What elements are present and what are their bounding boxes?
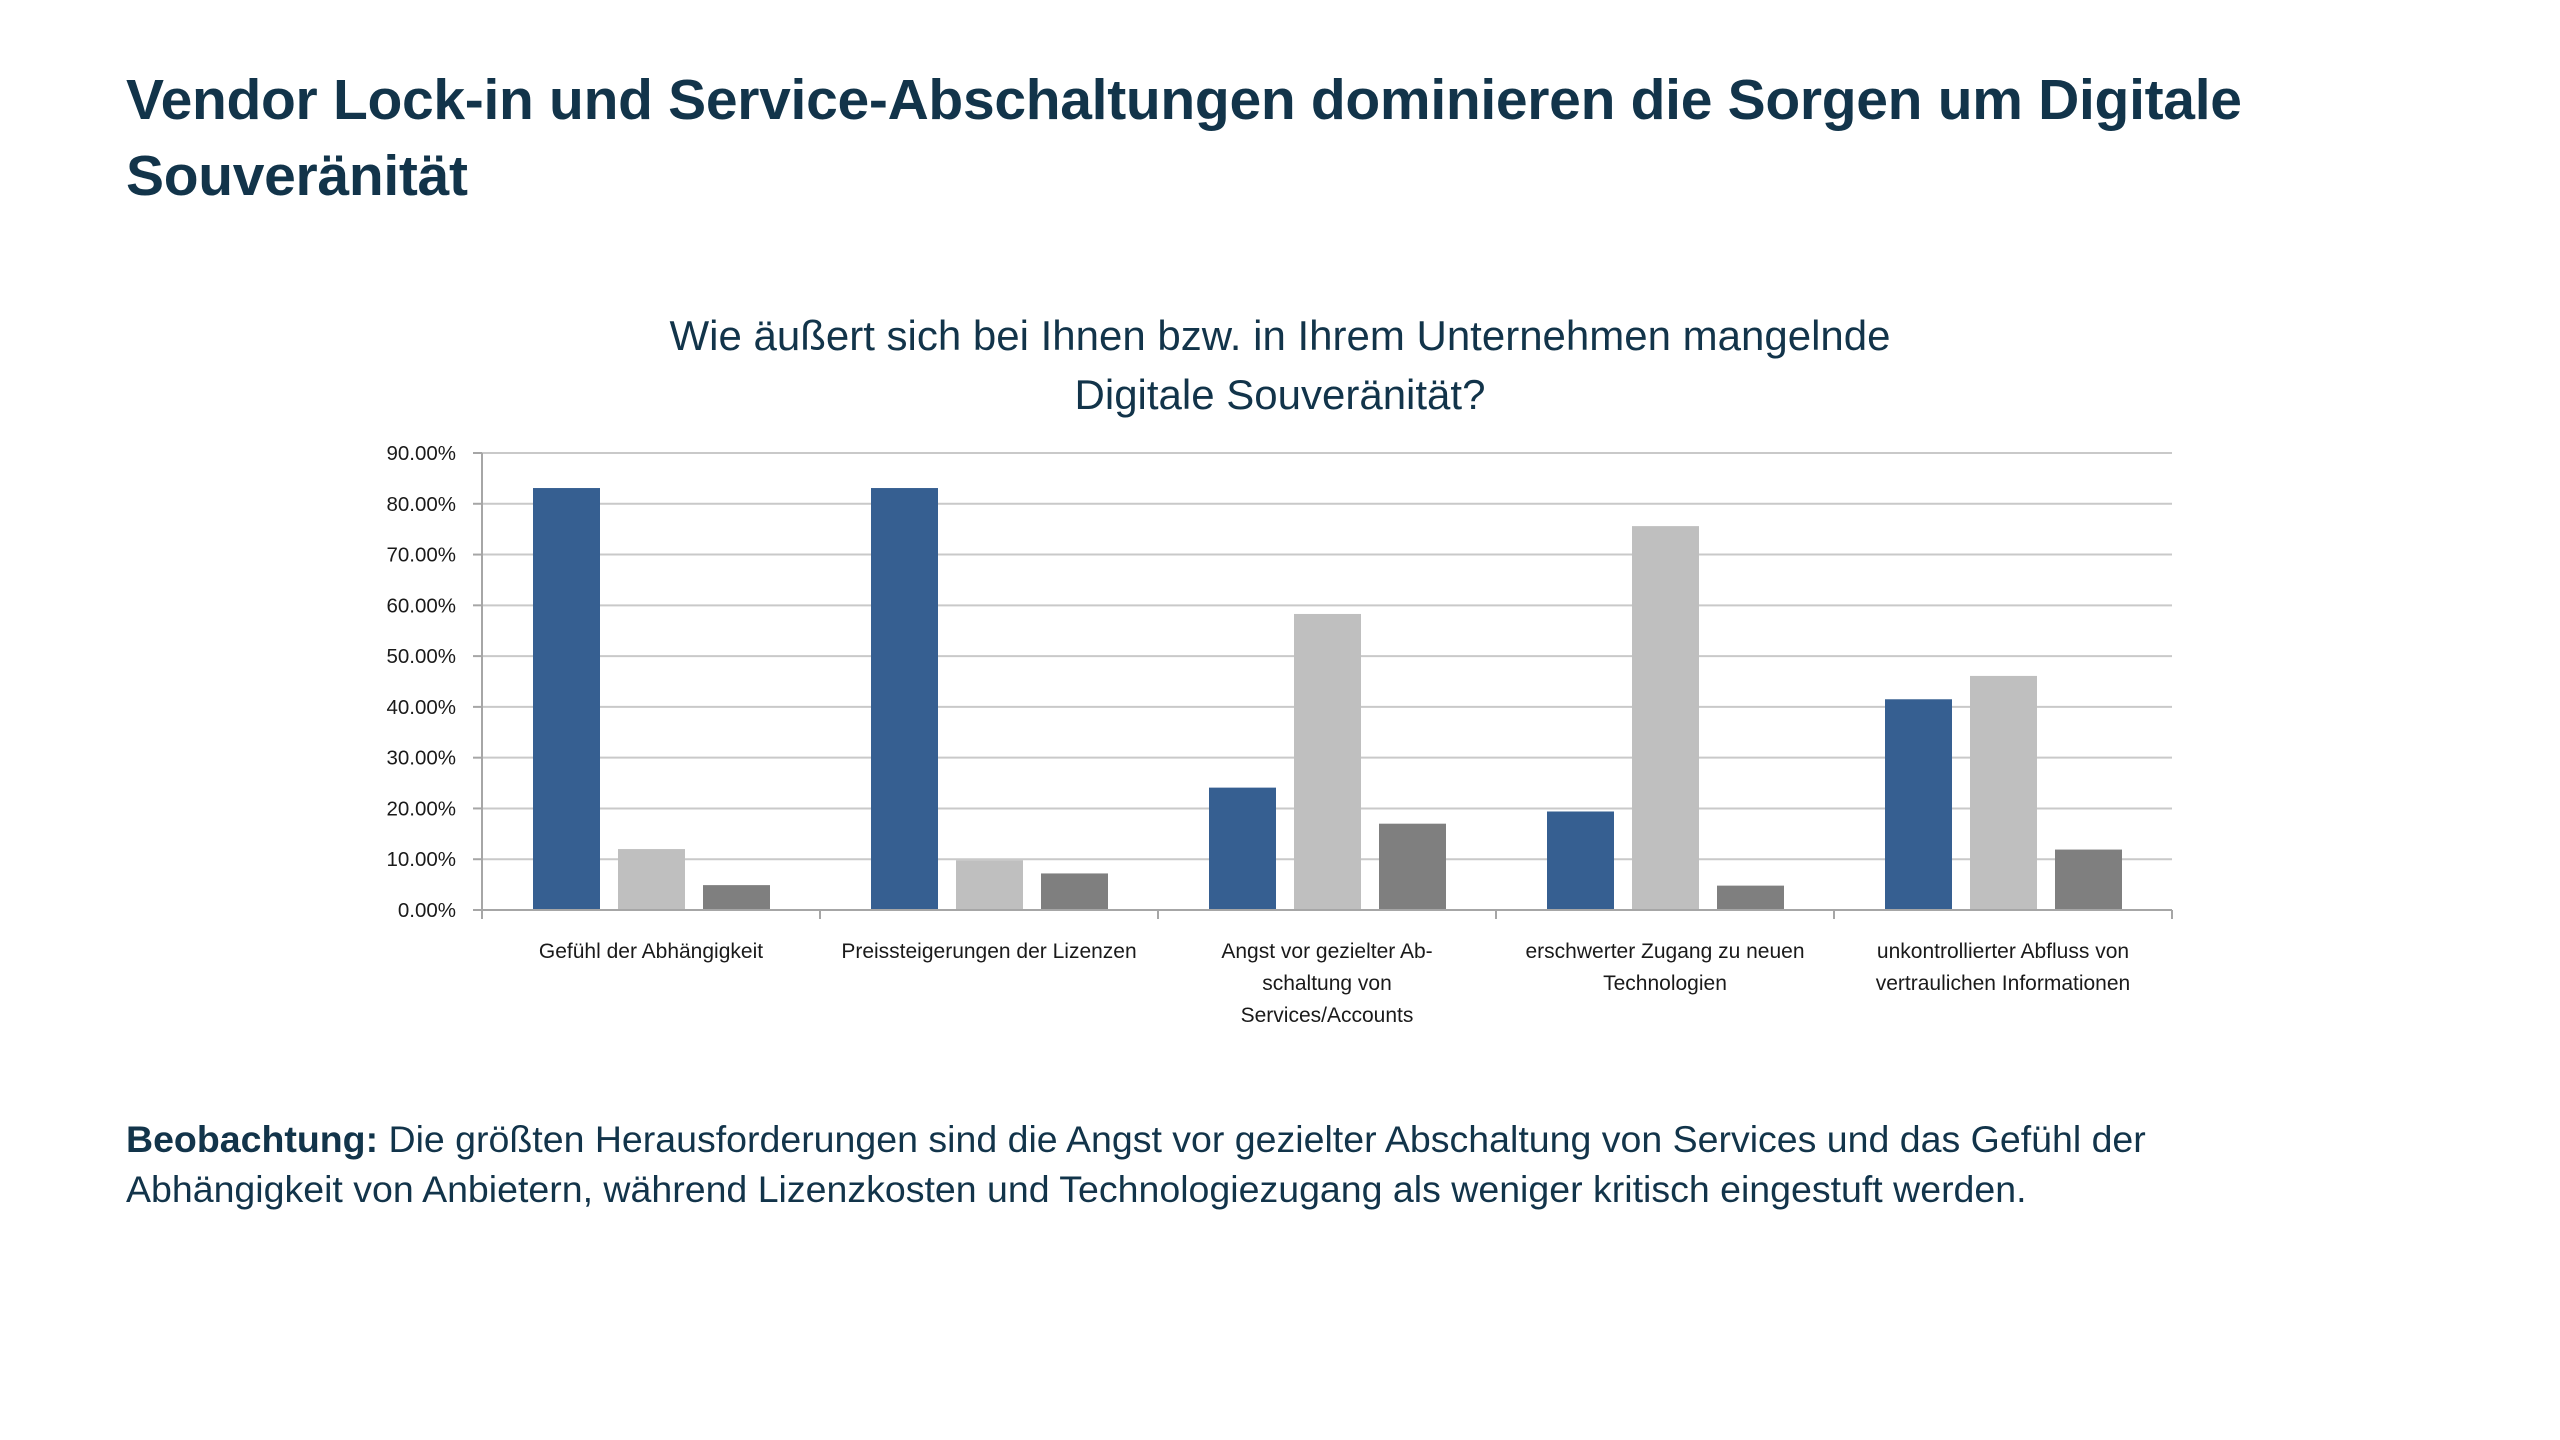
y-tick-label: 10.00% — [386, 848, 456, 871]
y-tick-label: 70.00% — [386, 544, 456, 567]
bar — [1294, 613, 1361, 910]
page-title: Vendor Lock-in und Service-Abschaltungen… — [126, 68, 2242, 208]
bar — [1885, 699, 1952, 910]
observation: Beobachtung: Die größten Herausforderung… — [126, 1114, 2276, 1214]
observation-text: Die größten Herausforderungen sind die A… — [126, 1118, 2146, 1210]
bar — [1717, 885, 1784, 910]
y-axis-labels: 0.00% 10.00% 20.00% 30.00% 40.00% 50.00% 60.00… — [386, 442, 456, 922]
axes — [473, 452, 2173, 919]
chart-title: Wie äußert sich bei Ihnen bzw. in Ihrem … — [560, 306, 2000, 424]
x-tick-label: erschwerter Zugang zu neuen Technologien — [1526, 940, 1805, 995]
bar — [618, 849, 685, 910]
bar — [2055, 849, 2122, 910]
x-tick-label-line: Gefühl der Abhängigkeit — [539, 940, 763, 963]
x-tick-label-line: Angst vor gezielter Ab- — [1221, 940, 1432, 963]
y-tick-label: 50.00% — [386, 645, 456, 668]
y-tick-label: 40.00% — [386, 696, 456, 719]
x-tick-label-line: Services/Accounts — [1241, 1004, 1414, 1027]
x-tick-label-line: vertraulichen Informationen — [1876, 972, 2130, 995]
x-axis-labels: Gefühl der Abhängigkeit Preissteigerungen… — [539, 940, 2130, 1027]
y-tick-label: 90.00% — [386, 442, 456, 465]
y-tick-label: 20.00% — [386, 797, 456, 820]
bar — [533, 488, 600, 910]
x-tick-label: Angst vor gezielter Ab-schaltung von Serv… — [1221, 940, 1432, 1027]
bar — [1547, 811, 1614, 910]
bar — [1209, 787, 1276, 910]
y-tick-label: 0.00% — [398, 899, 456, 922]
x-tick-label-line: unkontrollierter Abfluss von — [1877, 940, 2129, 963]
bars — [533, 488, 2122, 910]
y-tick-label: 80.00% — [386, 493, 456, 516]
x-tick-label-line: Preissteigerungen der Lizenzen — [841, 940, 1136, 963]
x-tick-label: unkontrollierter Abfluss von vertrauliche… — [1876, 940, 2130, 995]
chart-title-line-2: Digitale Souveränität? — [1074, 371, 1486, 418]
bar — [703, 885, 770, 910]
bar — [956, 860, 1023, 910]
x-tick-label-line: erschwerter Zugang zu neuen — [1526, 940, 1805, 963]
x-tick-label: Gefühl der Abhängigkeit — [539, 940, 763, 963]
y-tick-label: 30.00% — [386, 747, 456, 770]
bar — [1379, 823, 1446, 910]
bar — [1041, 873, 1108, 910]
x-tick-label-line: Technologien — [1603, 972, 1727, 995]
y-tick-label: 60.00% — [386, 594, 456, 617]
bar — [871, 488, 938, 910]
x-tick-label: Preissteigerungen der Lizenzen — [841, 940, 1136, 963]
chart-title-line-1: Wie äußert sich bei Ihnen bzw. in Ihrem … — [669, 312, 1891, 359]
x-tick-label-line: schaltung von — [1262, 972, 1392, 995]
bar — [1970, 675, 2037, 910]
observation-label: Beobachtung: — [126, 1118, 379, 1160]
bar — [1632, 526, 1699, 910]
